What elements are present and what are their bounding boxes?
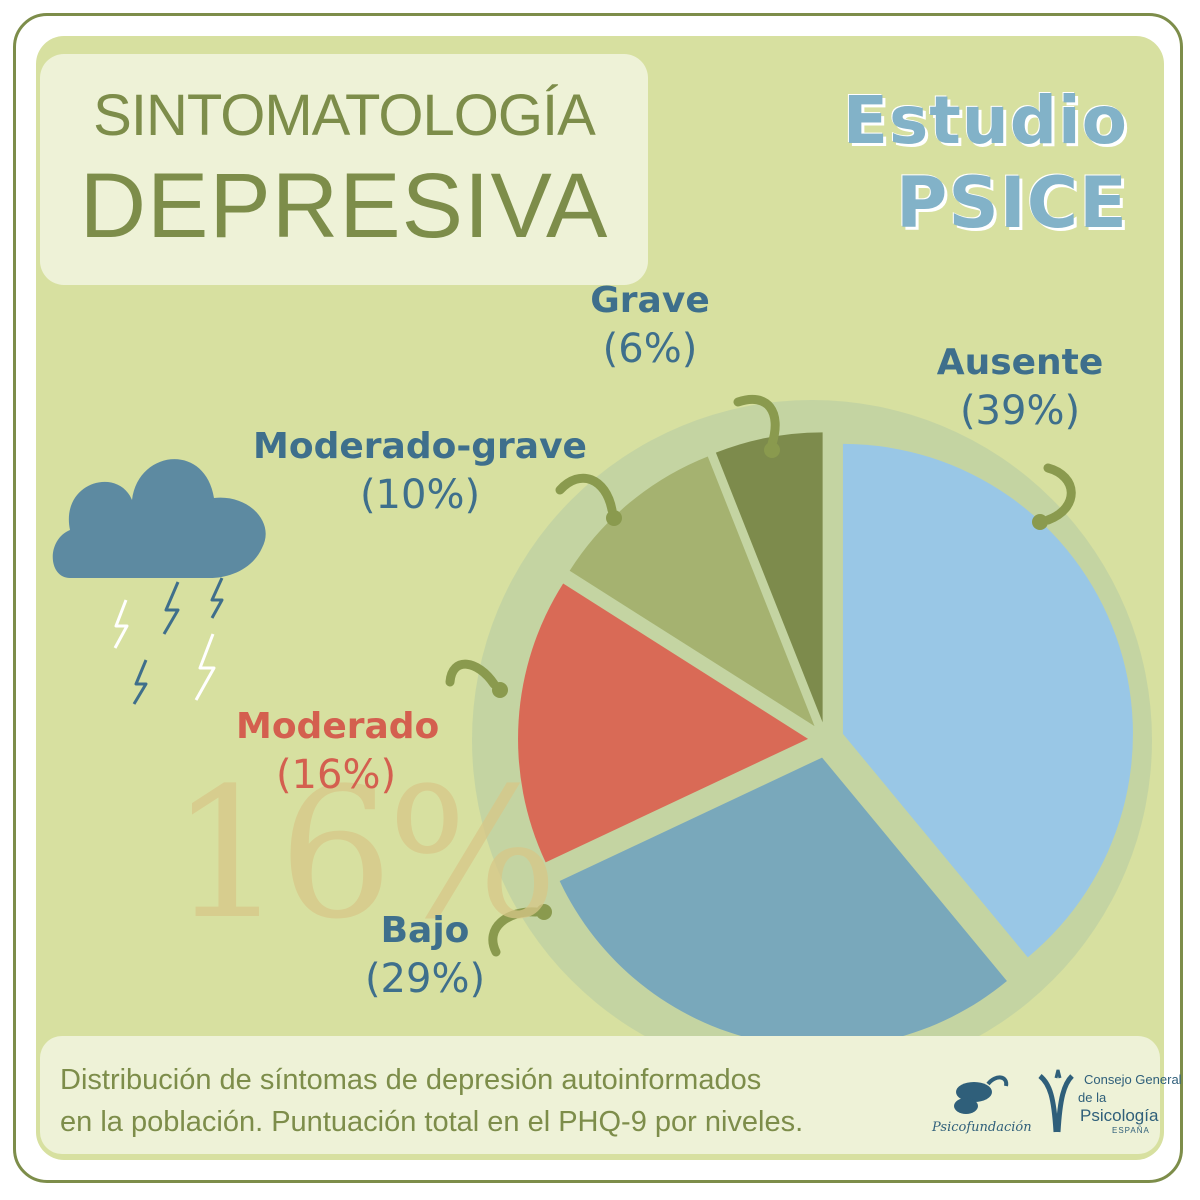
arrow-5-icon (488, 907, 541, 957)
pie-slice-moderado-grave (569, 456, 815, 727)
arrow-4-head (492, 682, 508, 698)
label-moderado-grave-name: Moderado-grave (253, 426, 587, 467)
arrow-5-head (536, 904, 552, 920)
consejo-line-1: Consejo General (1084, 1072, 1182, 1087)
label-ausente-name: Ausente (936, 342, 1104, 383)
label-grave-name: Grave (590, 280, 710, 321)
psicofundacion-logo: Psicofundación (932, 1066, 1032, 1138)
arrow-3-head (606, 510, 622, 526)
label-arrows (445, 394, 1076, 957)
caption-line-1: Distribución de síntomas de depresión au… (60, 1064, 762, 1096)
study-name-line-1: Estudio (842, 82, 1128, 159)
caption-line-2: en la población. Puntuación total en el … (60, 1106, 804, 1138)
lightning-bolt-icon (113, 577, 224, 705)
study-name-line-2: PSICE (896, 162, 1128, 244)
pie-slices (518, 432, 1133, 1048)
label-bajo-name: Bajo (380, 910, 470, 951)
label-bajo: Bajo (29%) (350, 912, 500, 1000)
title-line-1: SINTOMATOLOGÍA (93, 83, 596, 148)
consejo-line-4: ESPAÑA (1112, 1126, 1150, 1135)
arrow-1-icon (1043, 463, 1076, 525)
watermark-percentage: 16% (170, 750, 558, 959)
pie-slice-grave (715, 432, 823, 723)
label-grave: Grave (6%) (560, 282, 740, 370)
label-ausente: Ausente (39%) (920, 344, 1120, 432)
label-bajo-pct: (29%) (364, 955, 486, 1002)
consejo-line-3: Psicología (1080, 1106, 1159, 1125)
label-moderado-name: Moderado (236, 706, 440, 747)
title-box: SINTOMATOLOGÍA DEPRESIVA (40, 54, 648, 285)
arrow-1-head (1032, 514, 1048, 530)
consejo-general-logo: Consejo General de la Psicología ESPAÑA (1036, 1068, 1182, 1140)
pie-slice-moderado (518, 583, 809, 863)
label-moderado-grave-pct: (10%) (359, 471, 481, 518)
label-moderado-grave: Moderado-grave (10%) (250, 428, 590, 516)
arrow-3-icon (555, 473, 617, 515)
arrow-2-icon (733, 394, 780, 449)
pie-slice-ausente (842, 443, 1133, 958)
title-line-2: DEPRESIVA (79, 155, 609, 257)
psicofundacion-name: Psicofundación (932, 1120, 1032, 1135)
label-grave-pct: (6%) (602, 325, 698, 372)
label-ausente-pct: (39%) (959, 387, 1081, 434)
label-moderado-pct: (16%) (275, 751, 397, 798)
consejo-line-2: de la (1078, 1090, 1107, 1105)
arrow-4-icon (445, 659, 499, 689)
label-moderado: Moderado (16%) (236, 706, 440, 798)
consejo-logo-icon (1038, 1069, 1074, 1133)
pie-slice-bajo (559, 757, 1007, 1048)
rain-cloud-icon (52, 459, 266, 578)
psicofundacion-logo-icon (954, 1075, 1009, 1114)
arrow-2-head (764, 442, 780, 458)
